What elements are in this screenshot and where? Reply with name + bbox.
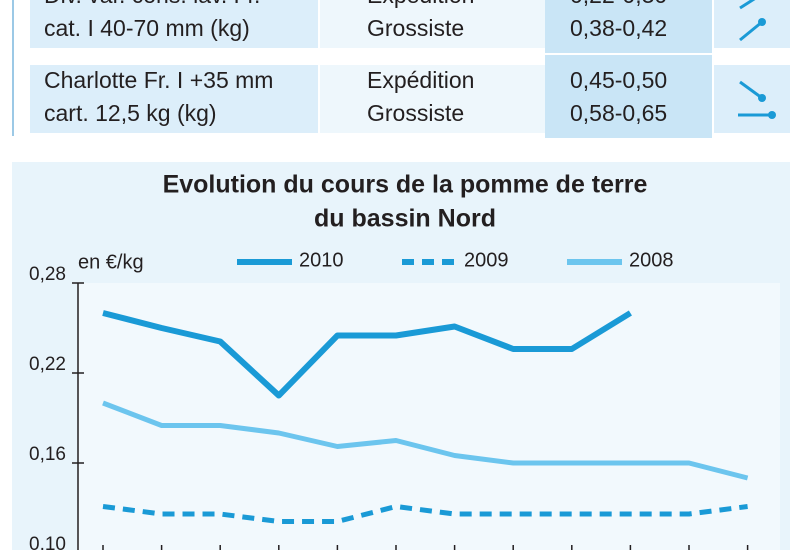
chart-title: du bassin Nord [314, 205, 496, 233]
y-tick-label: 0,16 [29, 444, 66, 465]
cell-bg [320, 65, 545, 133]
cell-bg [714, 0, 790, 48]
series-line [102, 310, 632, 399]
cell-bg [30, 0, 318, 48]
price-label: 0,58-0,65 [570, 100, 667, 126]
legend-label: 2008 [629, 249, 674, 271]
market-label: Grossiste [367, 15, 464, 41]
trend-arrow [739, 20, 763, 42]
legend-label: 2009 [464, 249, 509, 271]
y-tick-label: 0,10 [29, 534, 66, 550]
price-label: 0,45-0,50 [570, 67, 667, 93]
market-label: Expédition [367, 67, 474, 93]
series-line [102, 504, 748, 524]
y-axis-label: en €/kg [78, 251, 144, 273]
cell-bg [714, 65, 790, 133]
y-tick-label: 0,28 [29, 264, 66, 285]
series-line [102, 400, 749, 481]
legend-label: 2010 [299, 249, 344, 271]
cell-bg [30, 65, 318, 133]
chart-title: Evolution du cours de la pomme de terre [163, 171, 648, 199]
price-label: 0,38-0,42 [570, 15, 667, 41]
cell-bg [320, 0, 545, 48]
cell-bg [545, 0, 712, 53]
market-label: Grossiste [367, 100, 464, 126]
market-label: Expédition [367, 0, 474, 8]
product-label: Charlotte Fr. I +35 mm [44, 67, 273, 93]
product-label: Div. var. cons. lav. Fr. [44, 0, 260, 8]
product-label: cart. 12,5 kg (kg) [44, 100, 217, 126]
trend-arrow-head [758, 94, 766, 102]
product-label: cat. I 40-70 mm (kg) [44, 15, 250, 41]
trend-arrow-head [758, 18, 766, 26]
y-tick-label: 0,22 [29, 354, 66, 375]
trend-arrow [739, 80, 763, 100]
price-table: Div. var. cons. lav. Fr. Expédition 0,22-0… [30, 0, 790, 138]
cell-bg [545, 55, 712, 138]
price-label: 0,22-0,30 [570, 0, 667, 8]
trend-arrow-head [768, 111, 776, 119]
trend-arrow [739, 0, 756, 10]
